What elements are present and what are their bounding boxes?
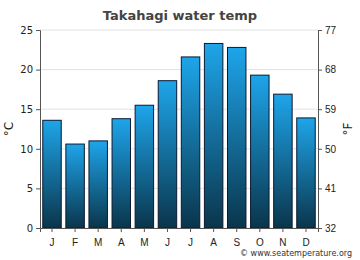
- y-axis-label: °C: [2, 122, 16, 136]
- tick: 15: [20, 104, 40, 115]
- tick-label: J: [188, 237, 193, 248]
- axis-line: [41, 229, 319, 233]
- axis-line: [36, 31, 41, 229]
- bar: [43, 120, 61, 228]
- grid-line: [40, 69, 318, 70]
- tick: 25: [20, 25, 40, 36]
- bar: [135, 105, 153, 228]
- tick: 77: [318, 25, 337, 36]
- bar: [204, 43, 222, 228]
- tick-label: A: [118, 237, 125, 248]
- tick: D: [302, 228, 309, 248]
- tick-mark: [305, 228, 306, 232]
- tick: J: [165, 228, 170, 248]
- tick: 10: [20, 144, 40, 155]
- grid-line: [40, 30, 318, 31]
- bar: [181, 57, 199, 228]
- tick-mark: [121, 228, 122, 232]
- tick-label: 15: [20, 104, 33, 115]
- bars: [43, 43, 315, 228]
- tick-label: 25: [20, 25, 33, 36]
- tick-label: 5: [27, 183, 33, 194]
- bar: [251, 75, 269, 228]
- tick-label: M: [94, 237, 102, 248]
- tick-label: 0: [27, 223, 33, 234]
- tick: 5: [27, 183, 40, 194]
- tick-label: S: [233, 237, 240, 248]
- grid: [40, 30, 318, 228]
- tick-label: M: [140, 237, 148, 248]
- tick-mark: [282, 228, 283, 232]
- tick-mark: [318, 70, 322, 71]
- tick-mark: [213, 228, 214, 232]
- tick-mark: [318, 149, 322, 150]
- tick-mark: [259, 228, 260, 232]
- tick-mark: [190, 228, 191, 232]
- tick: M: [94, 228, 102, 248]
- tick: J: [188, 228, 193, 248]
- bar: [274, 94, 292, 228]
- tick: M: [140, 228, 148, 248]
- tick: 32: [318, 223, 337, 234]
- tick: S: [233, 228, 240, 248]
- tick: O: [256, 228, 264, 248]
- tick-label: 68: [325, 64, 337, 75]
- tick-mark: [318, 30, 322, 31]
- tick-mark: [36, 228, 40, 229]
- tick-label: D: [302, 237, 309, 248]
- tick-mark: [36, 70, 40, 71]
- tick-label: J: [165, 237, 170, 248]
- tick: 50: [318, 144, 337, 155]
- y2-axis-label: °F: [341, 122, 355, 135]
- bar: [112, 119, 130, 228]
- tick-mark: [167, 228, 168, 232]
- tick-mark: [98, 228, 99, 232]
- tick-label: 50: [325, 144, 337, 155]
- tick: 59: [318, 104, 337, 115]
- tick-label: 32: [325, 223, 337, 234]
- x-axis: JFMAMJJASOND: [41, 228, 319, 248]
- tick-label: 41: [325, 183, 337, 194]
- tick-mark: [144, 228, 145, 232]
- tick: J: [50, 228, 55, 248]
- axis-line: [319, 31, 323, 229]
- tick-mark: [75, 228, 76, 232]
- tick-label: O: [256, 237, 264, 248]
- tick-mark: [236, 228, 237, 232]
- annotation: © www.seatemperature.org: [240, 249, 352, 258]
- tick: 20: [20, 64, 40, 75]
- tick-mark: [52, 228, 53, 232]
- tick-label: 20: [20, 64, 33, 75]
- tick-mark: [318, 109, 322, 110]
- tick-mark: [36, 30, 40, 31]
- bar: [66, 144, 84, 228]
- bar: [297, 118, 315, 228]
- tick: A: [210, 228, 217, 248]
- tick: A: [118, 228, 125, 248]
- tick-label: N: [279, 237, 286, 248]
- tick-mark: [36, 149, 40, 150]
- bar: [227, 47, 245, 228]
- tick-label: 77: [325, 25, 337, 36]
- tick-label: 10: [20, 144, 33, 155]
- tick-mark: [36, 188, 40, 189]
- y-axis: 0 5 10 15 20 25: [20, 25, 40, 234]
- tick-label: 59: [325, 104, 337, 115]
- tick-label: J: [50, 237, 55, 248]
- bar: [89, 141, 107, 228]
- tick: 0: [27, 223, 40, 234]
- tick: N: [279, 228, 286, 248]
- tick: F: [72, 228, 78, 248]
- y2-axis: 32 41 50 59 68 77: [318, 25, 337, 234]
- bar: [158, 81, 176, 228]
- chart: 0 5 10 15 20 25 32 41 50 59 68 77 J F M A M J J A S O N D Takaha…: [0, 0, 360, 260]
- tick-label: A: [210, 237, 217, 248]
- tick-label: F: [72, 237, 78, 248]
- tick: 68: [318, 64, 337, 75]
- title: Takahagi water temp: [103, 8, 257, 23]
- plot: 0 5 10 15 20 25 32 41 50 59 68 77 J F M A M J J A S O N D: [20, 25, 336, 248]
- tick-mark: [318, 188, 322, 189]
- tick-mark: [36, 109, 40, 110]
- tick: 41: [318, 183, 337, 194]
